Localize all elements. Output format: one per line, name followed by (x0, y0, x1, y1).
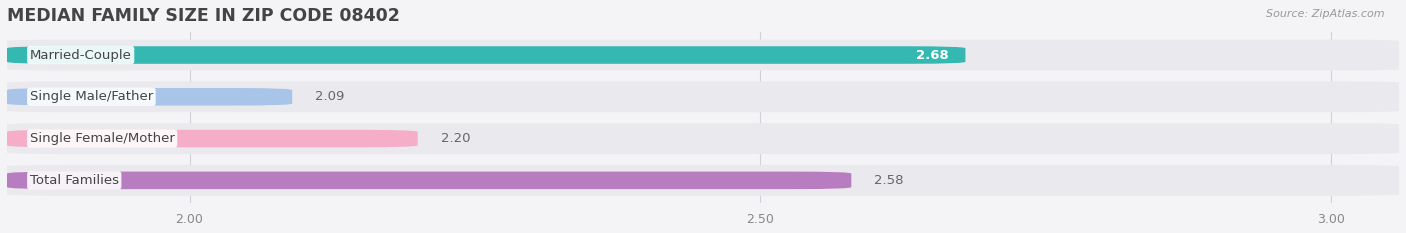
FancyBboxPatch shape (0, 81, 1406, 112)
Text: Total Families: Total Families (30, 174, 118, 187)
FancyBboxPatch shape (0, 165, 1406, 196)
Text: MEDIAN FAMILY SIZE IN ZIP CODE 08402: MEDIAN FAMILY SIZE IN ZIP CODE 08402 (7, 7, 399, 25)
Text: 2.68: 2.68 (915, 48, 948, 62)
Text: Source: ZipAtlas.com: Source: ZipAtlas.com (1267, 9, 1385, 19)
FancyBboxPatch shape (7, 130, 418, 147)
FancyBboxPatch shape (0, 123, 1406, 154)
Text: 2.20: 2.20 (440, 132, 470, 145)
FancyBboxPatch shape (7, 171, 852, 189)
Text: Single Female/Mother: Single Female/Mother (30, 132, 174, 145)
Text: Married-Couple: Married-Couple (30, 48, 132, 62)
Text: 2.09: 2.09 (315, 90, 344, 103)
FancyBboxPatch shape (7, 46, 966, 64)
FancyBboxPatch shape (0, 40, 1406, 71)
Text: Single Male/Father: Single Male/Father (30, 90, 153, 103)
Text: 2.58: 2.58 (875, 174, 904, 187)
FancyBboxPatch shape (7, 88, 292, 106)
